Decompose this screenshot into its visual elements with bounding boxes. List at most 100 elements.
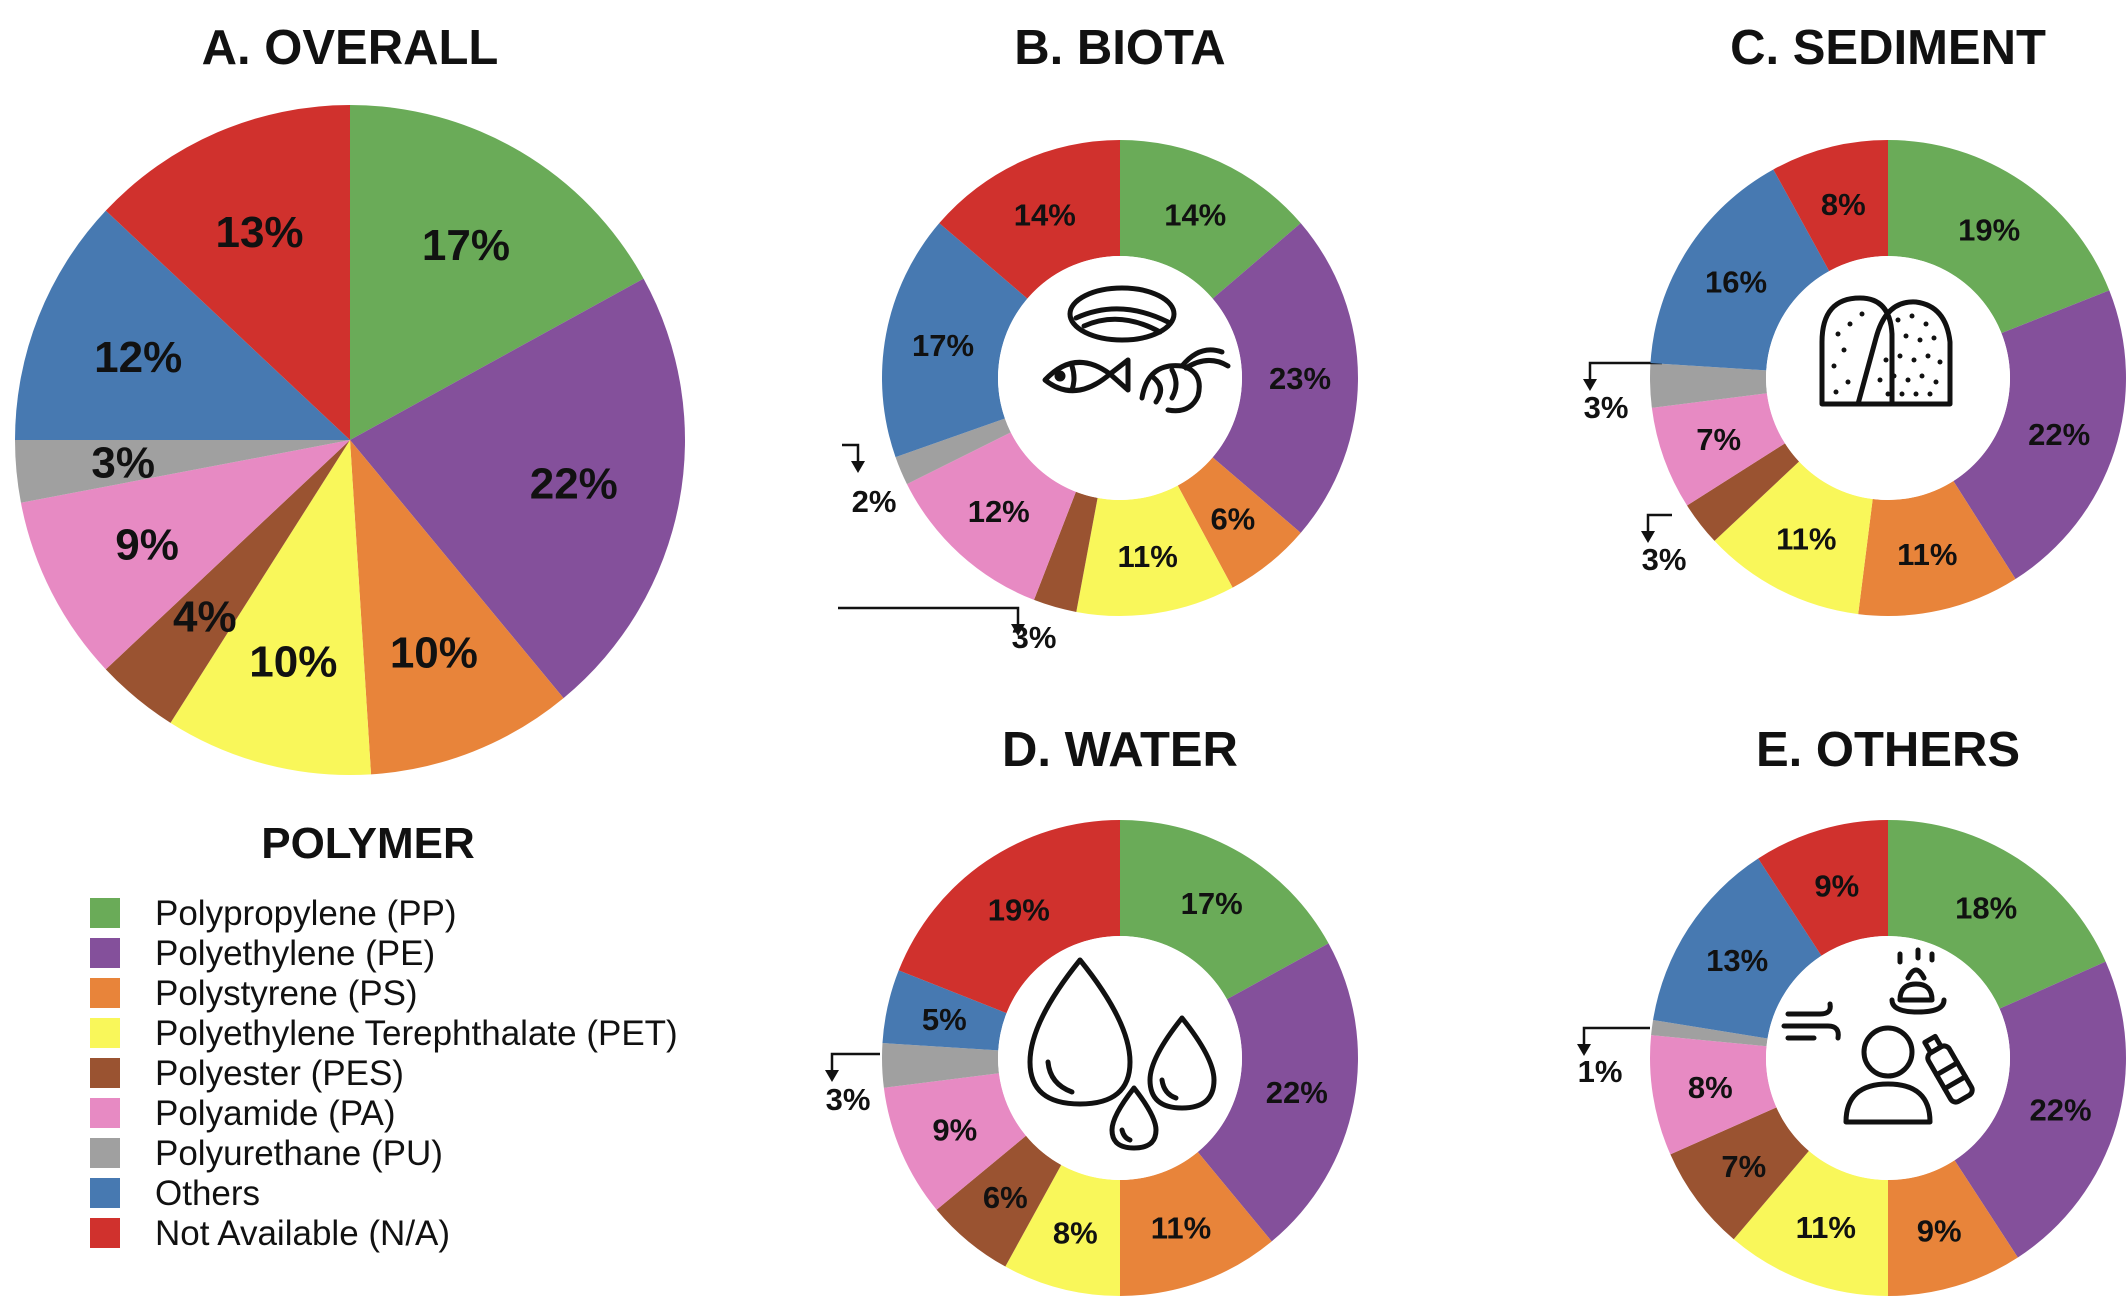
slice-water-others — [882, 970, 1007, 1051]
slice-biota-ps — [1177, 457, 1301, 588]
data-label-others-pes: 7% — [1721, 1149, 1766, 1184]
data-label-water-pu: 3% — [826, 1082, 871, 1117]
slice-overall-others — [15, 210, 350, 440]
slice-biota-pet — [1076, 485, 1233, 616]
slice-sediment-pet — [1714, 461, 1873, 615]
data-label-sediment-pp: 19% — [1958, 212, 2020, 247]
slice-others-pa — [1650, 1035, 1777, 1155]
legend-label-pet: Polyethylene Terephthalate (PET) — [155, 1014, 678, 1053]
data-label-water-pa: 9% — [932, 1113, 977, 1148]
slice-sediment-others — [1650, 169, 1830, 371]
slice-sediment-na — [1773, 140, 1888, 272]
data-label-water-pe: 22% — [1266, 1075, 1328, 1110]
chart-title-others: E. OTHERS — [1756, 723, 2020, 777]
data-label-others-pet: 11% — [1796, 1210, 1856, 1245]
slice-sediment-ps — [1858, 481, 2016, 616]
data-label-sediment-pa: 7% — [1696, 422, 1741, 457]
data-label-overall-pu: 3% — [91, 438, 155, 487]
slice-water-ps — [1120, 1152, 1272, 1296]
chart-title-sediment: C. SEDIMENT — [1730, 21, 2046, 75]
legend-label-na: Not Available (N/A) — [155, 1214, 450, 1253]
slice-water-pp — [1120, 820, 1329, 1000]
donut-hole-biota — [998, 256, 1242, 500]
data-label-sediment-pu: 3% — [1584, 390, 1629, 425]
callout-arrow-sediment-pes — [1641, 531, 1655, 543]
data-label-biota-ps: 6% — [1210, 501, 1255, 536]
water-drops-icon — [1027, 957, 1217, 1151]
callout-line-sediment-pu — [1588, 361, 1662, 385]
legend-label-ps: Polystyrene (PS) — [155, 974, 418, 1013]
data-label-biota-others: 17% — [912, 328, 974, 363]
callout-arrow-others-pu — [1577, 1044, 1591, 1056]
data-label-sediment-pe: 22% — [2028, 417, 2090, 452]
callout-line-biota-pu — [842, 443, 860, 467]
slice-others-ps — [1888, 1160, 2018, 1296]
slice-others-pp — [1888, 820, 2106, 1009]
slice-water-pet — [1005, 1164, 1120, 1296]
slice-overall-pp — [350, 105, 644, 440]
donut-hole-sediment — [1766, 256, 2010, 500]
legend-swatch-na — [90, 1218, 120, 1248]
legend-swatch-pes — [90, 1058, 120, 1088]
data-label-others-others: 13% — [1706, 943, 1768, 978]
slice-overall-ps — [350, 440, 564, 775]
donut-chart-biota: 14% 23% 6% 11% 3% 12% 2% 17% 14% — [838, 140, 1359, 655]
callout-line-biota-pes — [838, 606, 1020, 630]
slice-overall-pu — [15, 440, 350, 503]
data-label-overall-ps: 10% — [390, 629, 478, 678]
legend-swatch-pu — [90, 1138, 120, 1168]
callout-arrow-sediment-pu — [1583, 379, 1597, 391]
data-label-water-pes: 6% — [983, 1180, 1028, 1215]
slice-others-pes — [1670, 1107, 1809, 1240]
legend-label-pa: Polyamide (PA) — [155, 1094, 396, 1133]
legend-title: POLYMER — [261, 819, 475, 868]
slice-biota-pu — [895, 418, 1011, 485]
data-label-water-pet: 8% — [1053, 1216, 1098, 1251]
legend-swatch-pe — [90, 938, 120, 968]
slice-water-pu — [882, 1043, 999, 1088]
chart-title-overall: A. OVERALL — [202, 21, 499, 75]
callout-arrow-biota-pes — [1011, 624, 1025, 636]
data-label-water-na: 19% — [988, 892, 1050, 927]
data-label-others-pa: 8% — [1688, 1070, 1733, 1105]
legend-swatch-ps — [90, 978, 120, 1008]
slice-sediment-pes — [1687, 443, 1800, 541]
data-label-overall-pe: 22% — [530, 460, 618, 509]
data-label-biota-pu: 2% — [852, 484, 897, 519]
data-label-others-ps: 9% — [1917, 1214, 1962, 1249]
sediment-icon — [1819, 295, 1953, 407]
slice-sediment-pe — [1953, 290, 2126, 579]
slice-overall-pa — [20, 440, 350, 670]
data-label-biota-pet: 11% — [1117, 539, 1177, 574]
slice-others-others — [1653, 858, 1822, 1039]
marine-organisms-icon — [1042, 285, 1231, 414]
slice-sediment-pp — [1888, 140, 2110, 334]
slice-overall-pes — [105, 440, 351, 723]
slice-water-na — [898, 820, 1120, 1014]
slice-others-na — [1758, 820, 1888, 956]
legend-swatch-pet — [90, 1018, 120, 1048]
callout-arrow-biota-pu — [851, 461, 865, 473]
data-label-sediment-pet: 11% — [1776, 522, 1836, 557]
legend: Polypropylene (PP)Polyethylene (PE)Polys… — [90, 894, 678, 1253]
callout-line-sediment-pes — [1646, 513, 1672, 537]
data-label-others-na: 9% — [1814, 869, 1859, 904]
donut-hole-water — [998, 936, 1242, 1180]
legend-label-others: Others — [155, 1174, 260, 1213]
data-label-biota-pp: 14% — [1164, 198, 1226, 233]
data-label-biota-na: 14% — [1014, 198, 1076, 233]
chart-title-biota: B. BIOTA — [1014, 21, 1225, 75]
human-air-bottle-icon — [1781, 947, 1975, 1125]
slice-water-pes — [936, 1135, 1062, 1267]
slice-water-pe — [1197, 943, 1358, 1242]
data-label-sediment-others: 16% — [1705, 265, 1767, 300]
data-label-overall-pa: 9% — [115, 520, 179, 569]
data-label-biota-pe: 23% — [1269, 361, 1331, 396]
data-label-sediment-ps: 11% — [1897, 537, 1957, 572]
slice-others-pet — [1733, 1150, 1888, 1296]
data-label-biota-pes: 3% — [1012, 620, 1057, 655]
legend-label-pes: Polyester (PES) — [155, 1054, 404, 1093]
donut-hole-others — [1766, 936, 2010, 1180]
donut-chart-water: 17% 22% 11% 8% 6%9% 3% 5% 19% — [825, 820, 1358, 1296]
data-label-biota-pa: 12% — [968, 494, 1030, 529]
